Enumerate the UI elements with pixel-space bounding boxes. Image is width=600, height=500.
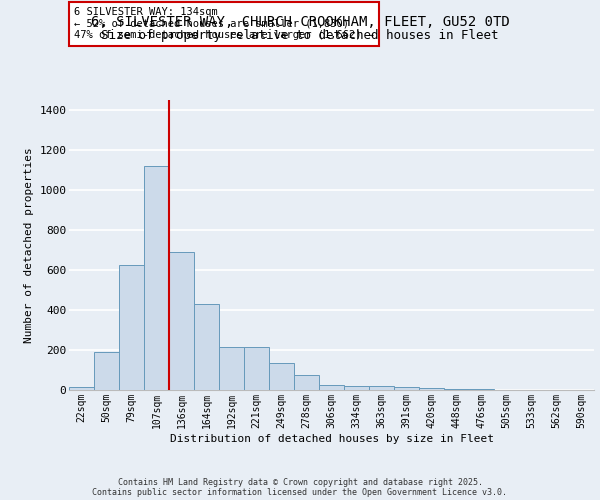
Bar (444, 389, 469, 390)
Bar (319, 385, 344, 390)
Bar (294, 375, 319, 390)
Text: 6 SILVESTER WAY: 134sqm
← 52% of detached houses are smaller (1,830)
47% of semi: 6 SILVESTER WAY: 134sqm ← 52% of detache… (74, 7, 374, 40)
Bar (119, 265, 144, 390)
Bar (269, 363, 294, 390)
Text: Contains HM Land Registry data © Crown copyright and database right 2025.
Contai: Contains HM Land Registry data © Crown c… (92, 478, 508, 497)
Bar (344, 386, 369, 390)
Y-axis label: Number of detached properties: Number of detached properties (23, 147, 34, 343)
Bar (144, 166, 169, 390)
X-axis label: Distribution of detached houses by size in Fleet: Distribution of detached houses by size … (170, 434, 493, 444)
Bar (169, 252, 194, 390)
Text: Size of property relative to detached houses in Fleet: Size of property relative to detached ho… (101, 30, 499, 43)
Bar (244, 347, 269, 390)
Bar (369, 386, 394, 390)
Bar (69, 387, 94, 390)
Text: 6, SILVESTER WAY, CHURCH CROOKHAM, FLEET, GU52 0TD: 6, SILVESTER WAY, CHURCH CROOKHAM, FLEET… (91, 16, 509, 30)
Bar (219, 347, 244, 390)
Bar (419, 388, 444, 390)
Bar (394, 387, 419, 390)
Bar (94, 352, 119, 390)
Bar (194, 304, 219, 390)
